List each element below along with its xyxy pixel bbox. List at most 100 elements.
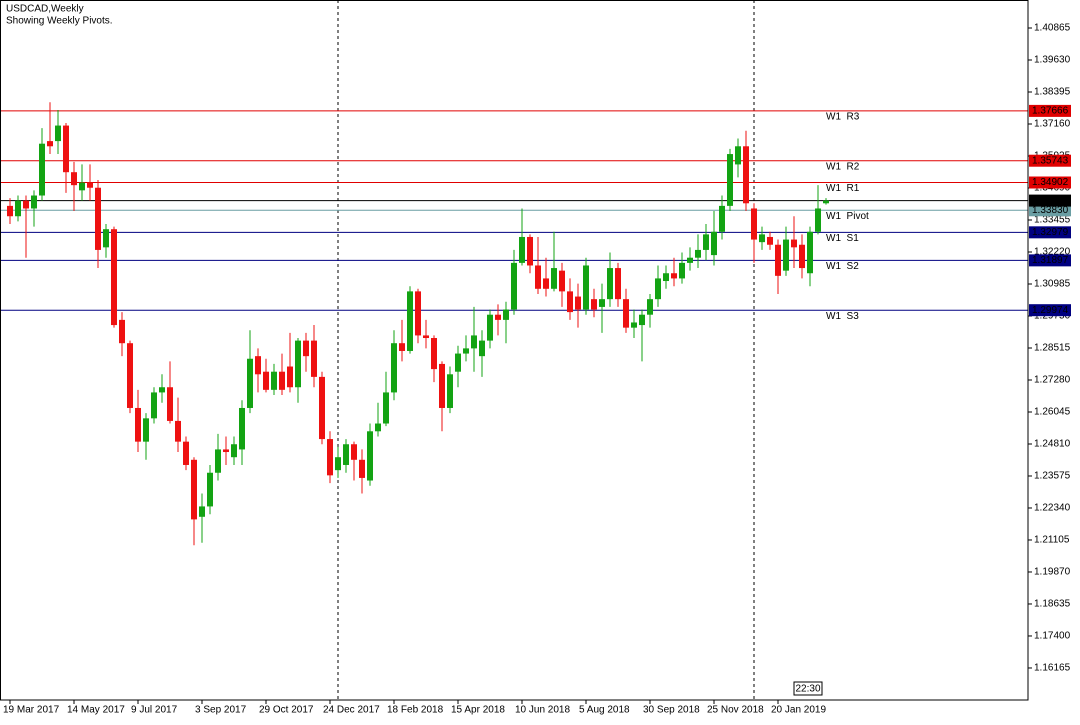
candle-body [279,371,285,390]
candle-body [391,343,397,393]
price-box [1029,304,1071,317]
candle-body [527,236,533,266]
x-tick-label: 19 Mar 2017 [3,705,60,716]
candle-body [47,141,53,147]
y-tick-label: 1.17400 [1034,631,1071,642]
candle-body [319,376,325,440]
y-tick-label: 1.19870 [1034,567,1071,578]
candle-body [63,125,69,173]
x-tick-label: 5 Aug 2018 [579,705,630,716]
candle-body [783,239,789,271]
candle-body [23,200,29,209]
candle-body [823,200,829,204]
x-tick-label: 24 Dec 2017 [323,705,380,716]
candle-body [207,472,213,507]
pivot-name: W1 R3 [826,112,860,123]
candle-body [703,234,709,250]
candle-body [119,319,125,344]
candle-body [479,340,485,357]
candle-body [671,273,677,279]
candle-body [743,146,749,204]
candle-body [151,392,157,419]
x-tick-label: 3 Sep 2017 [195,705,247,716]
candle-body [7,205,13,217]
pivot-name: W1 S2 [826,261,859,272]
y-tick-label: 1.28515 [1034,343,1071,354]
x-tick-label: 9 Jul 2017 [131,705,178,716]
candle-body [815,208,821,232]
candle-body [31,195,37,209]
candle-body [751,208,757,240]
candle-body [143,418,149,442]
y-tick-label: 1.26045 [1034,407,1071,418]
candle-body [623,299,629,328]
candle-body [311,340,317,377]
axes: 1.408651.396301.383951.371601.359251.346… [3,23,1071,716]
candle-body [591,299,597,310]
price-box [1029,204,1071,217]
y-tick-label: 1.16165 [1034,663,1071,674]
current-price-box [1029,194,1071,207]
candle-body [399,343,405,351]
time-label: 22:30 [795,684,820,695]
candle-body [511,262,517,310]
candle-body [663,273,669,282]
candle-body [495,314,501,320]
candle-body [503,309,509,320]
candle-body [87,182,93,188]
y-tick-label: 1.24810 [1034,439,1071,450]
candle-body [135,407,141,442]
candle-body [759,234,765,243]
x-tick-label: 10 Jun 2018 [515,705,570,716]
candle-body [327,439,333,476]
x-tick-label: 29 Oct 2017 [259,705,314,716]
plot-border [0,0,1029,701]
y-tick-label: 1.27280 [1034,375,1071,386]
candle-body [167,387,173,421]
y-tick-label: 1.23575 [1034,471,1071,482]
price-box-label: 1.33830 [1032,205,1069,216]
candle-body [215,449,221,473]
x-tick-label: 14 May 2017 [67,705,125,716]
candle-body [599,299,605,307]
candle-body [247,358,253,408]
candle-body [223,449,229,453]
x-tick-label: 30 Sep 2018 [643,705,700,716]
candle-body [175,420,181,442]
candle-body [583,265,589,310]
x-tick-label: 25 Nov 2018 [707,705,764,716]
candle-body [631,322,637,328]
candle-body [455,353,461,372]
pivot-name: W1 S1 [826,233,859,244]
candle-body [423,335,429,339]
candle-body [639,314,645,326]
candle-body [343,444,349,465]
price-box [1029,104,1071,117]
candle-body [111,229,117,326]
candle-body [359,459,365,478]
price-box [1029,154,1071,167]
candle-body [303,340,309,357]
candle-body [551,268,557,289]
candle-body [103,229,109,248]
price-box [1029,176,1071,189]
pivot-name: W1 S3 [826,311,859,322]
candle-body [487,314,493,341]
candle-body [575,296,581,310]
candle-body [519,236,525,263]
price-box-label: 1.32979 [1032,227,1069,238]
pivot-levels: W1 R3 W1 R2 W1 R1 W1 Pivot W1 S1 W1 S2 W1 S3 [0,110,1028,322]
candle-body [431,338,437,370]
price-box [1029,226,1071,239]
candle-body [735,146,741,165]
candle-body [767,236,773,245]
candle-body [335,457,341,471]
chart-title: USDCAD,Weekly [6,4,84,15]
price-box-label: 1.35743 [1032,155,1069,166]
y-tick-label: 1.32220 [1034,247,1071,258]
candles [7,102,829,546]
candle-body [615,268,621,300]
candle-body [711,231,717,256]
x-tick-label: 20 Jan 2019 [771,705,826,716]
candle-body [295,340,301,388]
